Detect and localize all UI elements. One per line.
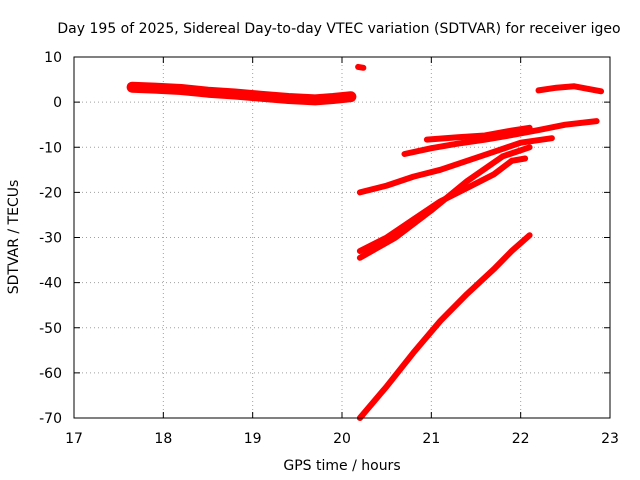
y-tick-labels: -70 -60 -50 -40 -30 -20 -10 0 10 — [39, 50, 62, 427]
y-tick-label: -60 — [39, 366, 62, 382]
grid — [74, 57, 610, 418]
x-tick-label: 20 — [333, 431, 351, 447]
y-tick-label: 10 — [44, 50, 62, 66]
x-tick-labels: 17 18 19 20 21 22 23 — [65, 431, 619, 447]
x-tick-label: 19 — [244, 431, 262, 447]
y-tick-label: -20 — [39, 185, 62, 201]
x-tick-label: 22 — [512, 431, 530, 447]
y-tick-label: -70 — [39, 411, 62, 427]
x-tick-label: 21 — [422, 431, 440, 447]
chart-title: Day 195 of 2025, Sidereal Day-to-day VTE… — [57, 21, 620, 37]
series-line-2 — [355, 63, 367, 71]
y-tick-label: -50 — [39, 321, 62, 337]
x-tick-label: 18 — [154, 431, 172, 447]
x-axis-title: GPS time / hours — [283, 458, 400, 474]
y-tick-label: -30 — [39, 231, 62, 247]
y-tick-label: -40 — [39, 276, 62, 292]
y-tick-label: 0 — [53, 95, 62, 111]
x-tick-label: 23 — [601, 431, 619, 447]
series-line-8 — [423, 124, 533, 143]
series-line-5 — [356, 144, 533, 261]
y-tick-label: -10 — [39, 140, 62, 156]
axis-ticks — [73, 56, 611, 419]
series-group — [126, 63, 605, 421]
series-line-9 — [535, 83, 605, 95]
series-line-7 — [401, 118, 600, 157]
x-tick-label: 17 — [65, 431, 83, 447]
y-axis-title: SDTVAR / TECUs — [6, 180, 22, 295]
series-line-6 — [356, 232, 533, 421]
series-line-3 — [356, 135, 555, 196]
series-line-1 — [126, 81, 357, 106]
